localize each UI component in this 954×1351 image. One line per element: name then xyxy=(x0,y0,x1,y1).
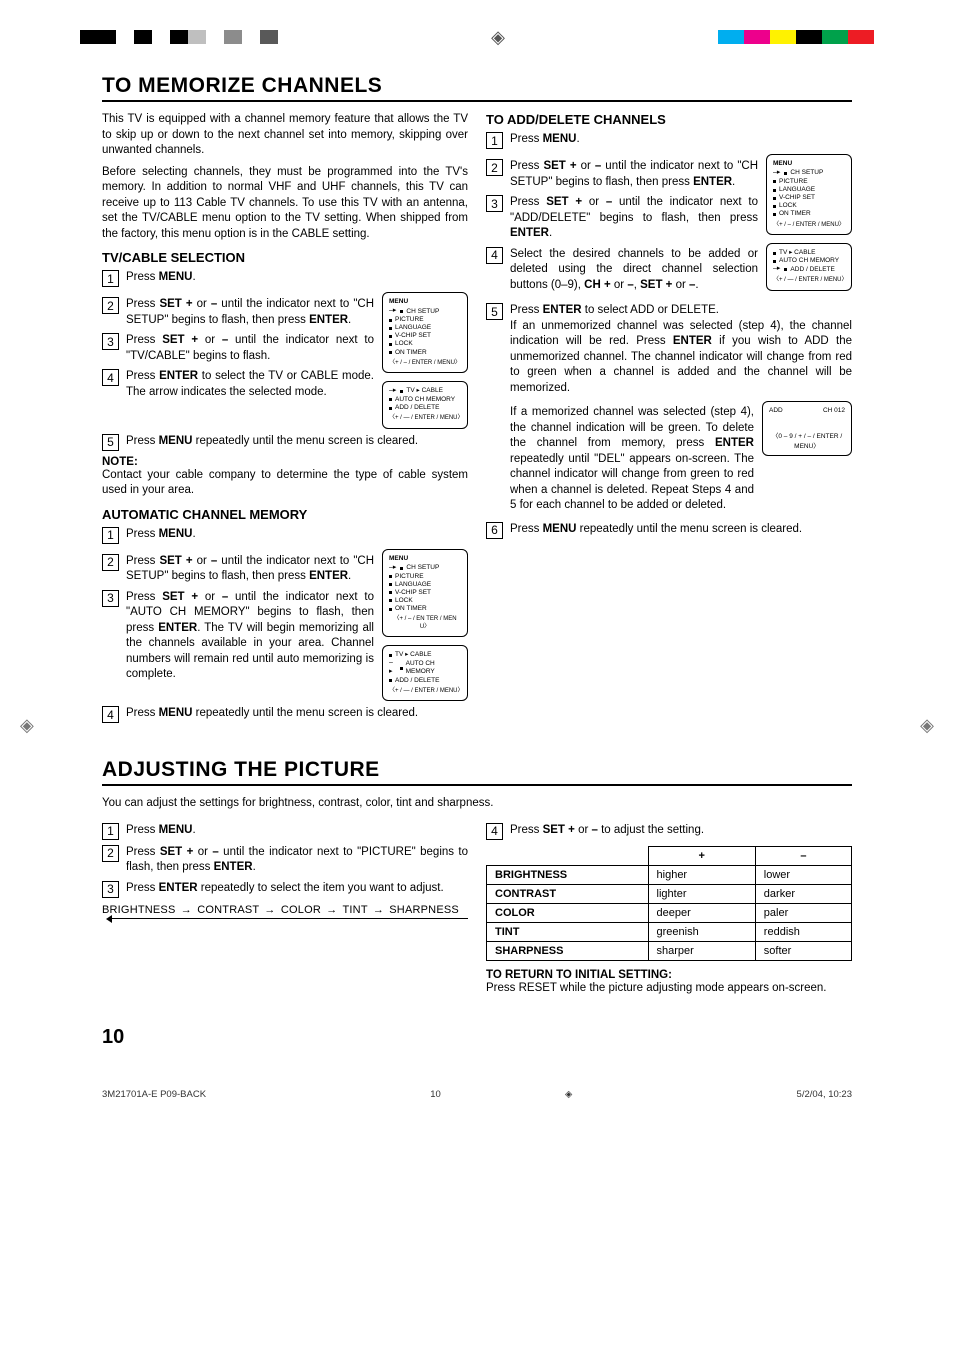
step-number: 3 xyxy=(102,881,119,898)
step-number: 4 xyxy=(486,247,503,264)
osd-menu-main: MENU–▸ CH SETUP PICTURE LANGUAGE V-CHIP … xyxy=(382,292,468,373)
step-text: Select the desired channels to be added … xyxy=(510,247,758,294)
step-text: Press SET + or – until the indicator nex… xyxy=(126,554,374,585)
page-number: 10 xyxy=(102,1026,852,1049)
step-number: 1 xyxy=(102,270,119,287)
step-text: Press MENU repeatedly until the menu scr… xyxy=(126,434,468,450)
step-text: Press SET + or – until the indicator nex… xyxy=(510,195,758,242)
step-number: 4 xyxy=(102,706,119,723)
footer-center: 10 xyxy=(430,1089,441,1100)
subheading-tvcable: TV/CABLE SELECTION xyxy=(102,250,468,265)
step-number: 3 xyxy=(486,195,503,212)
step-text: Press MENU. xyxy=(126,527,468,543)
step-text: Press SET + or – until the indicator nex… xyxy=(510,159,758,190)
osd-menu-main: MENU–▸ CH SETUP PICTURE LANGUAGE V-CHIP … xyxy=(382,549,468,638)
footer-left: 3M21701A-E P09-BACK xyxy=(102,1089,206,1100)
step-text: If a memorized channel was selected (ste… xyxy=(510,405,754,514)
step-text: Press SET + or – to adjust the setting. xyxy=(510,823,852,839)
registration-mark-icon: ◈ xyxy=(278,27,718,48)
step-text: Press ENTER to select the TV or CABLE mo… xyxy=(126,369,374,400)
registration-mark-icon: ◈ xyxy=(20,715,34,736)
step-number: 2 xyxy=(102,554,119,571)
picture-settings-table: +–BRIGHTNESShigherlowerCONTRASTlighterda… xyxy=(486,846,852,961)
step-text: Press SET + or – until the indicator nex… xyxy=(126,590,374,683)
step-text: Press MENU repeatedly until the menu scr… xyxy=(510,522,852,538)
step-text: Press ENTER to select ADD or DELETE. If … xyxy=(510,303,852,396)
step-number: 2 xyxy=(102,845,119,862)
step-number: 6 xyxy=(486,522,503,539)
osd-menu-main: MENU–▸ CH SETUP PICTURE LANGUAGE V-CHIP … xyxy=(766,154,852,235)
step-number: 1 xyxy=(486,132,503,149)
step-text: Press SET + or – until the indicator nex… xyxy=(126,845,468,876)
footer: 3M21701A-E P09-BACK 10 ◈ 5/2/04, 10:23 xyxy=(0,1089,954,1100)
footer-right: 5/2/04, 10:23 xyxy=(797,1089,852,1100)
osd-menu-sub: –▸ TV ▸ CABLE AUTO CH MEMORY ADD / DELET… xyxy=(382,381,468,429)
subheading-add-delete: TO ADD/DELETE CHANNELS xyxy=(486,112,852,127)
note-text: Contact your cable company to determine … xyxy=(102,468,468,499)
step-text: Press MENU. xyxy=(126,270,468,286)
step-number: 2 xyxy=(486,159,503,176)
registration-bar: ◈ xyxy=(80,30,874,44)
return-heading: TO RETURN TO INITIAL SETTING: xyxy=(486,969,852,981)
step-number: 1 xyxy=(102,527,119,544)
heading-memorize: TO MEMORIZE CHANNELS xyxy=(102,74,852,102)
step-number: 3 xyxy=(102,333,119,350)
return-text: Press RESET while the picture adjusting … xyxy=(486,981,852,997)
osd-menu-sub: TV ▸ CABLE–▸ AUTO CH MEMORY ADD / DELETE… xyxy=(382,645,468,701)
osd-menu-sub: TV ▸ CABLE AUTO CH MEMORY–▸ ADD / DELETE… xyxy=(766,243,852,291)
registration-mark-icon: ◈ xyxy=(920,715,934,736)
step-text: Press SET + or – until the indicator nex… xyxy=(126,333,374,364)
osd-add-box: ADDCH 012 〈0 – 9 / + / – / ENTER / MENU〉 xyxy=(762,401,852,456)
step-text: Press MENU. xyxy=(510,132,852,148)
step-text: Press MENU. xyxy=(126,823,468,839)
intro-text: Before selecting channels, they must be … xyxy=(102,165,468,243)
registration-mark-icon: ◈ xyxy=(565,1089,572,1100)
intro-text: This TV is equipped with a channel memor… xyxy=(102,112,468,159)
intro-text: You can adjust the settings for brightne… xyxy=(102,796,852,812)
adjustment-sequence: BRIGHTNESS → CONTRAST → COLOR → TINT → S… xyxy=(102,904,468,916)
heading-adjusting: ADJUSTING THE PICTURE xyxy=(102,758,852,786)
step-number: 1 xyxy=(102,823,119,840)
sequence-return-arrow-icon xyxy=(112,918,468,926)
step-number: 5 xyxy=(102,434,119,451)
step-number: 4 xyxy=(486,823,503,840)
step-number: 4 xyxy=(102,369,119,386)
subheading-auto: AUTOMATIC CHANNEL MEMORY xyxy=(102,507,468,522)
step-number: 2 xyxy=(102,297,119,314)
step-text: Press ENTER repeatedly to select the ite… xyxy=(126,881,468,897)
step-text: Press MENU repeatedly until the menu scr… xyxy=(126,706,468,722)
step-number: 3 xyxy=(102,590,119,607)
step-text: Press SET + or – until the indicator nex… xyxy=(126,297,374,328)
step-number: 5 xyxy=(486,303,503,320)
note-label: NOTE: xyxy=(102,456,468,468)
